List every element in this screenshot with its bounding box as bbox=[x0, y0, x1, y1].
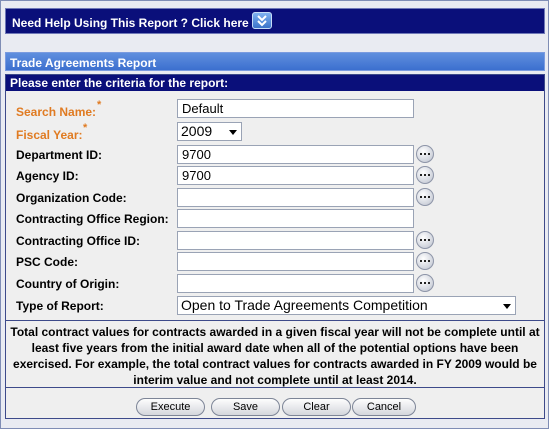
department-id-input[interactable]: 9700 bbox=[177, 145, 414, 164]
agency-id-input[interactable]: 9700 bbox=[177, 166, 414, 185]
psc-code-label: PSC Code: bbox=[16, 255, 79, 269]
search-name-label: Search Name: * bbox=[16, 99, 102, 119]
lookup-button[interactable] bbox=[416, 188, 434, 206]
lookup-button[interactable] bbox=[416, 252, 434, 270]
agency-id-row: Agency ID: 9700 bbox=[10, 165, 540, 186]
organization-code-row: Organization Code: bbox=[10, 187, 540, 208]
organization-code-input[interactable] bbox=[177, 188, 414, 207]
contracting-office-id-row: Contracting Office ID: bbox=[10, 230, 540, 251]
fiscal-year-label: Fiscal Year: * bbox=[16, 122, 88, 142]
chevron-down-icon[interactable] bbox=[252, 12, 272, 29]
required-marker: * bbox=[83, 122, 88, 134]
fiscal-year-select[interactable]: 2009 bbox=[177, 122, 242, 141]
contracting-office-region-row: Contracting Office Region: bbox=[10, 208, 540, 229]
organization-code-label: Organization Code: bbox=[16, 191, 127, 205]
contracting-office-id-label: Contracting Office ID: bbox=[16, 234, 141, 248]
lookup-button[interactable] bbox=[416, 231, 434, 249]
required-marker: * bbox=[97, 99, 102, 111]
type-of-report-row: Type of Report: Open to Trade Agreements… bbox=[10, 295, 540, 316]
help-link[interactable]: Need Help Using This Report ? Click here bbox=[12, 16, 249, 30]
country-of-origin-input[interactable] bbox=[177, 274, 414, 293]
type-of-report-label: Type of Report: bbox=[16, 299, 104, 313]
type-of-report-value: Open to Trade Agreements Competition bbox=[181, 297, 428, 313]
search-name-input[interactable]: Default bbox=[177, 99, 414, 118]
type-of-report-select[interactable]: Open to Trade Agreements Competition bbox=[177, 296, 516, 315]
dropdown-arrow-icon bbox=[229, 130, 237, 135]
lookup-button[interactable] bbox=[416, 145, 434, 163]
department-id-label: Department ID: bbox=[16, 148, 103, 162]
psc-code-input[interactable] bbox=[177, 252, 414, 271]
contracting-office-region-input[interactable] bbox=[177, 209, 414, 228]
country-of-origin-label: Country of Origin: bbox=[16, 277, 120, 291]
contracting-office-id-input[interactable] bbox=[177, 231, 414, 250]
criteria-header: Please enter the criteria for the report… bbox=[6, 75, 544, 91]
cancel-button[interactable]: Cancel bbox=[352, 398, 416, 416]
fiscal-year-note: Total contract values for contracts awar… bbox=[6, 320, 544, 388]
report-title-bar: Trade Agreements Report bbox=[5, 52, 545, 71]
help-bar[interactable]: Need Help Using This Report ? Click here bbox=[5, 8, 545, 34]
department-id-row: Department ID: 9700 bbox=[10, 144, 540, 165]
psc-code-row: PSC Code: bbox=[10, 251, 540, 272]
country-of-origin-row: Country of Origin: bbox=[10, 273, 540, 294]
contracting-office-region-label: Contracting Office Region: bbox=[16, 212, 169, 226]
fiscal-year-row: Fiscal Year: * 2009 bbox=[10, 121, 540, 142]
execute-button[interactable]: Execute bbox=[136, 398, 205, 416]
criteria-panel: Please enter the criteria for the report… bbox=[5, 74, 545, 419]
criteria-header-text: Please enter the criteria for the report… bbox=[10, 76, 229, 90]
save-button[interactable]: Save bbox=[211, 398, 280, 416]
clear-button[interactable]: Clear bbox=[282, 398, 351, 416]
fiscal-year-value: 2009 bbox=[181, 123, 213, 139]
lookup-button[interactable] bbox=[416, 166, 434, 184]
report-title: Trade Agreements Report bbox=[10, 56, 157, 70]
dropdown-arrow-icon bbox=[503, 304, 511, 309]
lookup-button[interactable] bbox=[416, 274, 434, 292]
agency-id-label: Agency ID: bbox=[16, 169, 79, 183]
search-name-row: Search Name: * Default bbox=[10, 98, 540, 119]
